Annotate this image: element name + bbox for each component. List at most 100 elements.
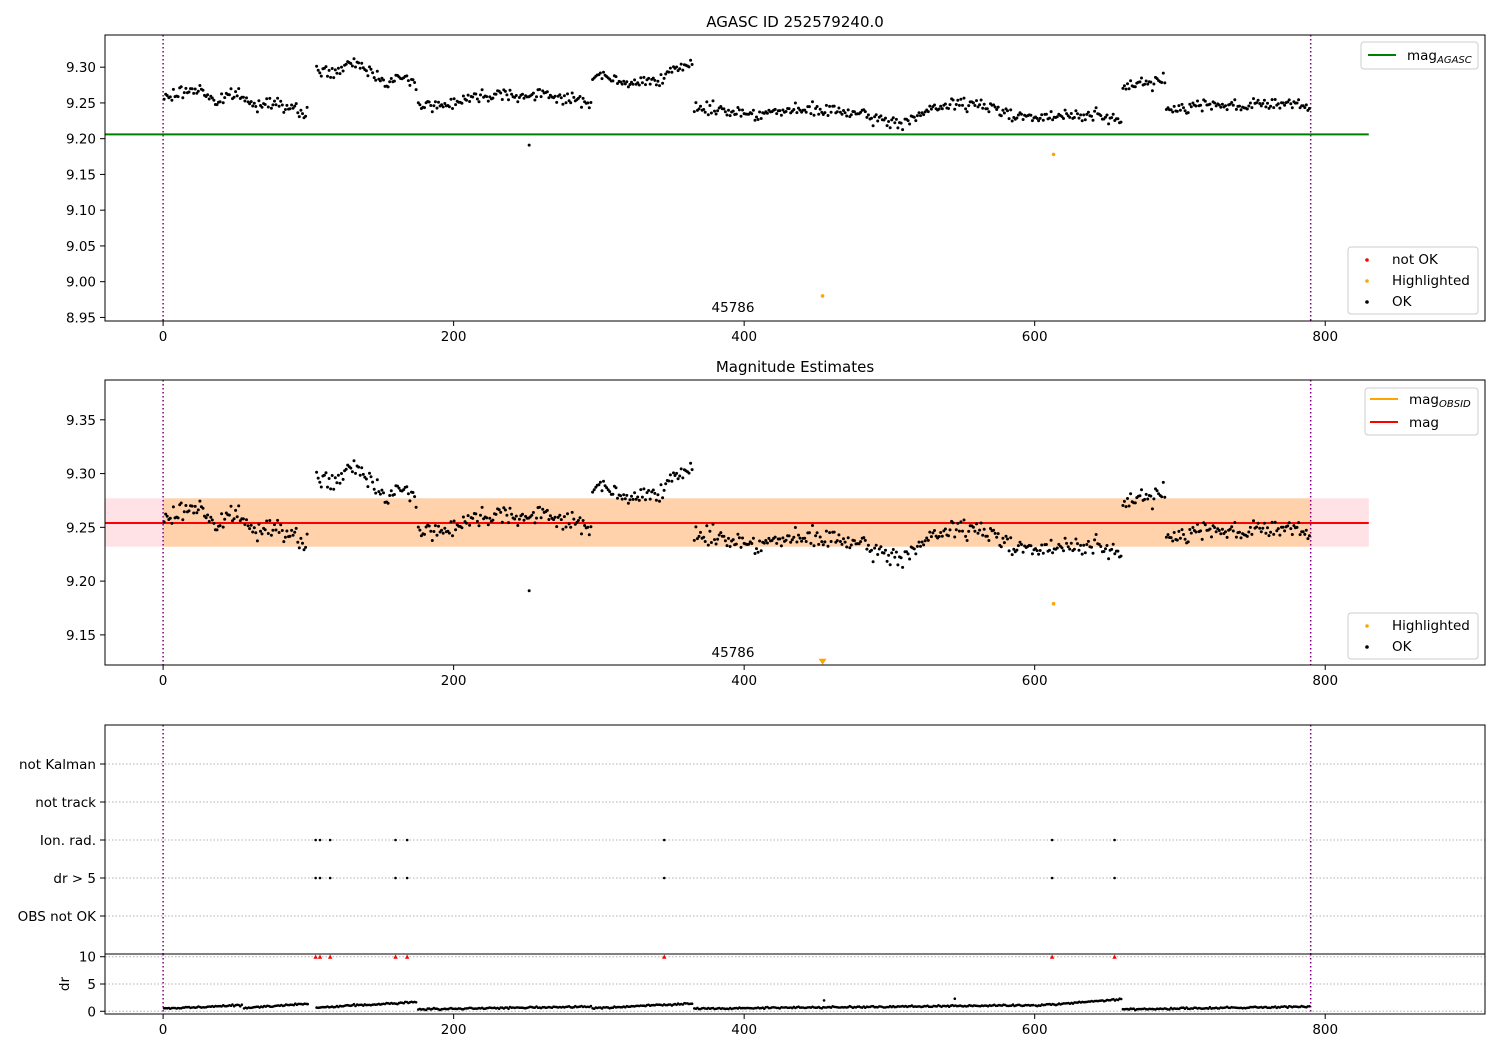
ok-point (616, 496, 619, 500)
ok-point (1074, 537, 1078, 541)
ok-point (1238, 104, 1241, 108)
ok-point (923, 539, 927, 543)
ok-point (497, 508, 501, 512)
ok-point (1210, 535, 1213, 539)
ok-point (1094, 106, 1098, 110)
ok-point (364, 69, 368, 73)
ok-point (981, 533, 985, 537)
ok-point (305, 532, 309, 536)
ok-point (392, 79, 396, 83)
ok-point (1086, 539, 1090, 543)
ok-point (1111, 112, 1115, 116)
ok-point (758, 110, 762, 114)
ok-point (1085, 112, 1089, 116)
ok-point (863, 538, 867, 542)
ok-point (1266, 526, 1269, 530)
ok-point (1146, 497, 1150, 501)
ok-point (510, 92, 514, 96)
ok-point (737, 108, 741, 112)
ok-point (1281, 525, 1285, 529)
ok-point (333, 476, 337, 480)
ok-point (1121, 86, 1125, 90)
ok-point (1021, 118, 1025, 121)
ok-point (908, 557, 912, 561)
ok-point (925, 536, 929, 540)
ok-point (767, 536, 771, 540)
ok-point (705, 100, 709, 104)
ok-point (1239, 108, 1243, 112)
ok-point (259, 529, 262, 533)
ok-point (687, 65, 691, 69)
ok-point (441, 105, 445, 109)
ok-point (252, 101, 256, 105)
ok-point (992, 528, 996, 532)
ok-point (694, 525, 698, 529)
ok-point (475, 519, 479, 523)
ok-point (503, 508, 507, 512)
ok-point (332, 76, 336, 80)
ok-point (798, 108, 802, 112)
ok-point (829, 110, 833, 114)
ok-point (908, 122, 912, 126)
ok-point (1200, 109, 1204, 113)
y-tick-label-dr-1: 5 (87, 977, 96, 993)
ok-point (1076, 542, 1079, 546)
ok-point (475, 97, 479, 101)
ok-point (1009, 536, 1013, 540)
ok-point (959, 97, 963, 101)
ok-point (516, 100, 520, 104)
ok-point (576, 519, 580, 522)
ok-point (279, 523, 283, 527)
ok-point (947, 107, 950, 110)
legend-subscript-obsid: OBSID (1439, 399, 1471, 410)
ok-point (451, 107, 454, 110)
ok-point (1252, 519, 1255, 523)
ok-point (433, 100, 437, 104)
ok-point (992, 103, 996, 107)
ok-point (547, 96, 551, 100)
ok-point (507, 98, 510, 102)
ok-point (1016, 113, 1020, 117)
ok-point (338, 481, 342, 485)
ok-point (1001, 536, 1005, 540)
ok-point (508, 88, 512, 92)
ok-point (719, 531, 723, 535)
ok-point (192, 91, 196, 95)
ok-point (899, 556, 903, 560)
ok-point (636, 495, 640, 499)
ok-point (1230, 525, 1234, 529)
ok-point (1261, 102, 1265, 105)
ok-point (659, 483, 663, 487)
ok-point (357, 61, 361, 65)
ok-point (716, 109, 720, 113)
ok-point (336, 66, 340, 70)
ok-point (1097, 542, 1101, 546)
ok-point (598, 71, 602, 75)
ok-point (505, 93, 509, 97)
ok-point (891, 548, 895, 551)
ok-point (171, 87, 175, 91)
ok-point (302, 548, 306, 552)
ok-point (756, 118, 760, 121)
ok-point (905, 550, 908, 554)
ok-point (702, 108, 706, 111)
ok-point (491, 96, 495, 100)
dr-point (414, 1001, 418, 1004)
ok-point (454, 103, 458, 107)
ok-point (378, 79, 382, 83)
ok-point (939, 104, 943, 108)
ok-point (879, 114, 883, 118)
ok-point (503, 89, 507, 93)
ok-point (297, 115, 301, 119)
ok-point (192, 511, 196, 515)
y-tick-label-agasc-1: 9.00 (66, 275, 96, 291)
ok-point (912, 547, 916, 551)
flag-point (1113, 876, 1116, 880)
ok-point (846, 536, 850, 540)
ok-point (179, 501, 183, 505)
ok-point (1283, 103, 1287, 107)
ok-point (293, 530, 297, 534)
y-tick-label-estimates-3: 9.30 (66, 467, 96, 483)
ok-point (636, 81, 640, 85)
legend-label-ok-2: OK (1392, 639, 1413, 655)
